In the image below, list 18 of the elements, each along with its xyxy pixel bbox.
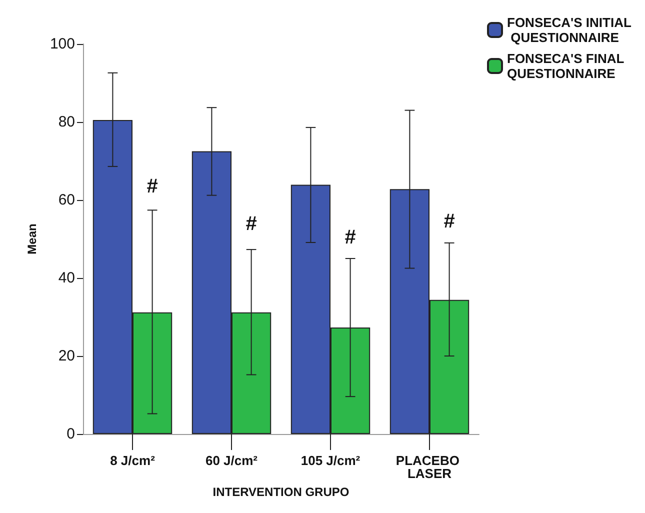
y-tick-label: 100 (50, 36, 75, 52)
y-tick-label: 40 (58, 270, 75, 286)
annotation: # (444, 210, 455, 232)
legend-label: FONSECA'S INITIAL QUESTIONNAIRE (507, 15, 632, 45)
x-tick-label: 105 J/cm² (300, 453, 361, 468)
y-tick-label: 0 (66, 426, 75, 442)
legend-label: FONSECA'S FINAL QUESTIONNAIRE (507, 51, 628, 81)
y-axis-title: Mean (25, 224, 39, 254)
y-tick-label: 80 (58, 114, 75, 130)
x-axis-title: INTERVENTION GRUPO (212, 485, 350, 499)
annotation: # (344, 226, 356, 248)
y-tick-label: 60 (58, 192, 75, 208)
annotation: # (146, 175, 158, 198)
y-tick-label: 20 (58, 348, 75, 364)
x-tick-label: 60 J/cm² (205, 453, 258, 468)
x-tick-label: PLACEBO LASER (396, 453, 464, 481)
x-tick-label: 8 J/cm² (110, 453, 156, 468)
annotation: # (246, 212, 257, 235)
